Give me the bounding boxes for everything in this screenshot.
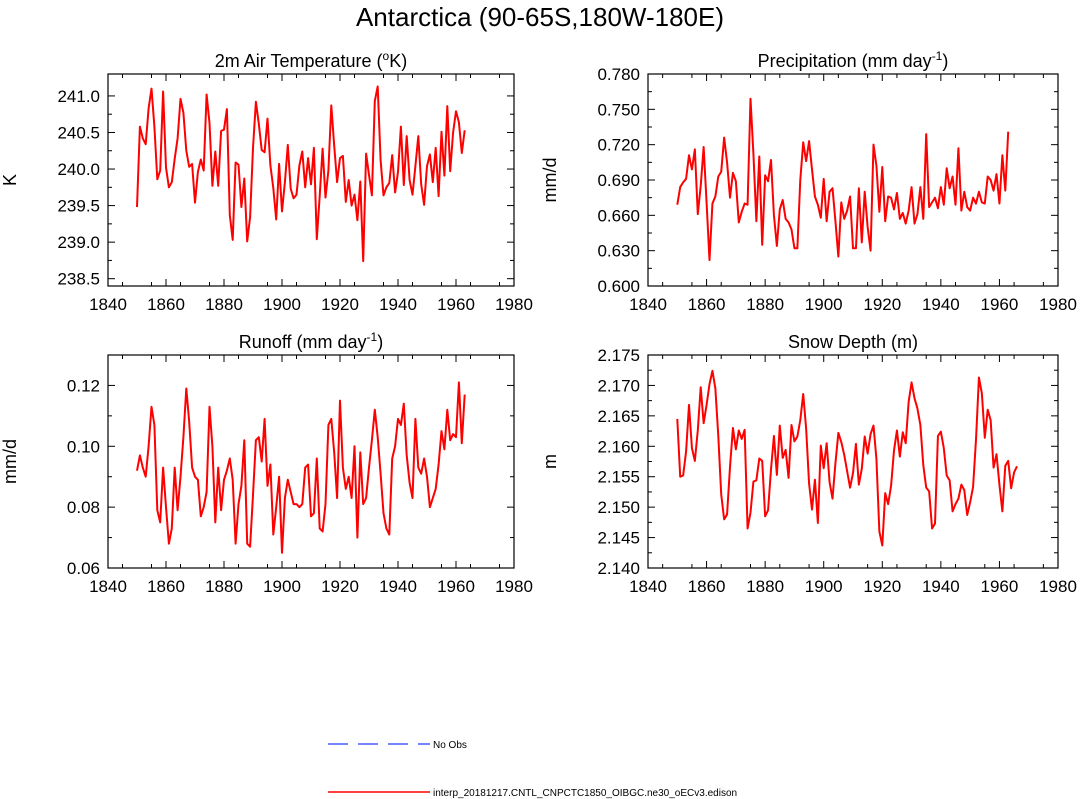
x-tick-label: 1940 xyxy=(922,295,960,314)
chart-panel-1: 2m Air Temperature (oK) K 1840 1860 1880 1900… xyxy=(0,49,533,314)
panel-title: Snow Depth (m) xyxy=(788,332,918,352)
y-tick-label: 240.5 xyxy=(57,123,100,142)
x-tick-label: 1860 xyxy=(147,577,185,596)
x-tick-label: 1880 xyxy=(746,577,784,596)
x-tick-label: 1840 xyxy=(89,577,127,596)
legend-label-no-obs: No Obs xyxy=(433,740,467,751)
x-tick-label: 1880 xyxy=(205,295,243,314)
x-tick-label: 1980 xyxy=(1039,295,1077,314)
series-line xyxy=(676,369,1018,547)
y-tick-label: 241.0 xyxy=(57,87,100,106)
y-tick-label: 0.660 xyxy=(597,206,640,225)
y-tick-label: 0.750 xyxy=(597,100,640,119)
x-tick-label: 1860 xyxy=(688,295,726,314)
y-axis-label: mm/d xyxy=(0,439,20,484)
legend-label-model: interp_20181217.CNTL_CNPCTC1850_OIBGC.ne… xyxy=(433,788,737,799)
y-tick-label: 2.165 xyxy=(597,407,640,426)
chart-panel-2: Precipitation (mm day-1) mm/d 1840 1860 1880… xyxy=(540,49,1077,314)
x-tick-label: 1880 xyxy=(746,295,784,314)
y-tick-label: 0.06 xyxy=(67,559,100,578)
y-tick-label: 0.630 xyxy=(597,242,640,261)
y-tick-label: 0.600 xyxy=(597,277,640,296)
y-tick-label: 2.160 xyxy=(597,437,640,456)
y-axis-label: K xyxy=(0,174,20,186)
plot-frame xyxy=(107,73,515,287)
y-tick-label: 240.0 xyxy=(57,160,100,179)
x-tick-label: 1960 xyxy=(981,577,1019,596)
chart-panel-4: Snow Depth (m) m 1840 1860 1880 1900 1920 1940 1… xyxy=(540,332,1077,596)
y-tick-label: 2.140 xyxy=(597,559,640,578)
panel-title: Precipitation (mm day-1) xyxy=(758,49,949,71)
x-tick-label: 1920 xyxy=(321,577,359,596)
y-tick-label: 2.170 xyxy=(597,376,640,395)
panel-title: 2m Air Temperature (oK) xyxy=(215,49,407,71)
x-tick-label: 1920 xyxy=(321,295,359,314)
x-tick-label: 1900 xyxy=(263,295,301,314)
y-tick-label: 0.780 xyxy=(597,65,640,84)
x-tick-label: 1920 xyxy=(863,295,901,314)
x-tick-label: 1900 xyxy=(805,577,843,596)
series-line xyxy=(136,85,466,263)
x-tick-label: 1920 xyxy=(863,577,901,596)
y-tick-label: 2.150 xyxy=(597,498,640,517)
x-tick-label: 1900 xyxy=(263,577,301,596)
x-tick-label: 1840 xyxy=(629,295,667,314)
y-tick-label: 2.155 xyxy=(597,468,640,487)
x-tick-label: 1860 xyxy=(147,295,185,314)
x-tick-label: 1880 xyxy=(205,577,243,596)
x-tick-label: 1940 xyxy=(379,295,417,314)
y-axis-label: m xyxy=(540,454,560,469)
y-tick-label: 0.08 xyxy=(67,498,100,517)
x-tick-label: 1980 xyxy=(1039,577,1077,596)
chart-panel-3: Runoff (mm day-1) mm/d 1840 1860 1880 1900 192… xyxy=(0,330,533,596)
x-tick-label: 1980 xyxy=(495,295,533,314)
figure-title: Antarctica (90-65S,180W-180E) xyxy=(356,2,724,32)
plot-frame xyxy=(107,354,515,569)
y-tick-label: 239.5 xyxy=(57,197,100,216)
x-tick-label: 1960 xyxy=(437,295,475,314)
x-tick-label: 1960 xyxy=(981,295,1019,314)
y-tick-label: 0.720 xyxy=(597,136,640,155)
y-tick-label: 2.145 xyxy=(597,529,640,548)
y-axis-label: mm/d xyxy=(540,158,560,203)
x-tick-label: 1840 xyxy=(629,577,667,596)
x-tick-label: 1960 xyxy=(437,577,475,596)
x-tick-label: 1900 xyxy=(805,295,843,314)
x-tick-label: 1980 xyxy=(495,577,533,596)
y-tick-label: 0.12 xyxy=(67,376,100,395)
y-tick-label: 0.10 xyxy=(67,437,100,456)
x-tick-label: 1840 xyxy=(89,295,127,314)
x-tick-label: 1860 xyxy=(688,577,726,596)
y-tick-label: 0.690 xyxy=(597,171,640,190)
panel-title: Runoff (mm day-1) xyxy=(239,330,383,352)
y-tick-label: 2.175 xyxy=(597,346,640,365)
legend: No Obs interp_20181217.CNTL_CNPCTC1850_O… xyxy=(328,740,737,799)
series-line xyxy=(136,381,466,554)
y-tick-label: 238.5 xyxy=(57,270,100,289)
y-tick-label: 239.0 xyxy=(57,233,100,252)
chart-panels: 2m Air Temperature (oK) K 1840 1860 1880 1900… xyxy=(0,49,1077,596)
series-line xyxy=(676,97,1010,262)
x-tick-label: 1940 xyxy=(379,577,417,596)
x-tick-label: 1940 xyxy=(922,577,960,596)
